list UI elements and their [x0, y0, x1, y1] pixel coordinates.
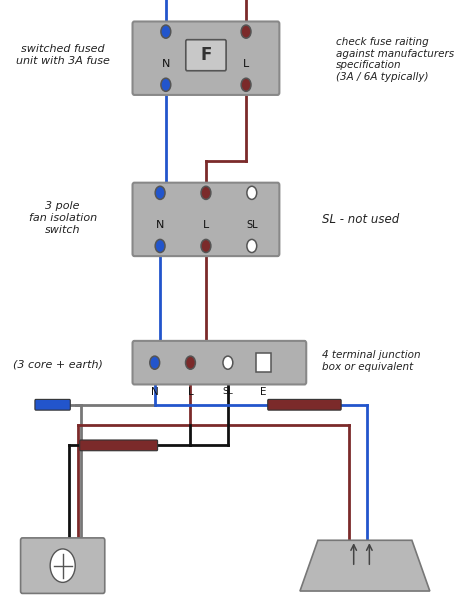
Text: 4 terminal junction
box or equivalent: 4 terminal junction box or equivalent [322, 350, 421, 372]
FancyBboxPatch shape [133, 21, 279, 95]
Circle shape [241, 25, 251, 38]
Text: switched fused
unit with 3A fuse: switched fused unit with 3A fuse [16, 44, 109, 66]
Circle shape [150, 356, 160, 369]
Text: SL: SL [222, 387, 233, 396]
Circle shape [247, 239, 257, 253]
Text: SL: SL [246, 220, 257, 230]
Text: N: N [156, 220, 164, 230]
FancyBboxPatch shape [268, 399, 341, 410]
Text: L: L [243, 59, 249, 69]
Text: L: L [203, 220, 209, 230]
Circle shape [201, 239, 211, 253]
Text: F: F [200, 46, 211, 64]
Text: N: N [151, 387, 159, 396]
Polygon shape [300, 540, 430, 591]
Circle shape [155, 186, 165, 199]
Circle shape [161, 78, 171, 91]
FancyBboxPatch shape [186, 39, 226, 71]
Text: N: N [162, 59, 170, 69]
Bar [256, 353, 271, 373]
FancyBboxPatch shape [133, 183, 279, 256]
Circle shape [161, 25, 171, 38]
Text: E: E [260, 387, 267, 396]
FancyBboxPatch shape [80, 440, 157, 451]
Text: SL - not used: SL - not used [322, 213, 400, 226]
FancyBboxPatch shape [133, 341, 306, 384]
Circle shape [50, 549, 75, 583]
Circle shape [185, 356, 195, 369]
FancyBboxPatch shape [35, 399, 70, 410]
Text: (3 core + earth): (3 core + earth) [13, 359, 103, 369]
Circle shape [223, 356, 233, 369]
Text: check fuse raiting
against manufacturers
specification
(3A / 6A typically): check fuse raiting against manufacturers… [336, 37, 454, 82]
Circle shape [241, 78, 251, 91]
Circle shape [155, 239, 165, 253]
FancyBboxPatch shape [20, 538, 105, 593]
Text: 3 pole
fan isolation
switch: 3 pole fan isolation switch [28, 201, 97, 235]
Circle shape [201, 186, 211, 199]
Circle shape [247, 186, 257, 199]
Text: L: L [188, 387, 193, 396]
